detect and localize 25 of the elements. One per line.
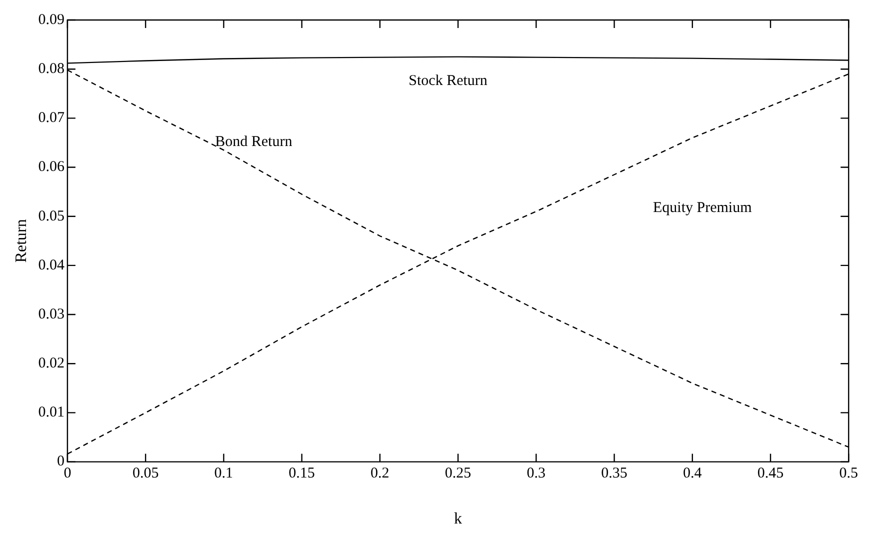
y-tick-label: 0.06 (38, 159, 65, 176)
x-tick-label: 0.25 (444, 466, 472, 482)
x-tick-label: 0.4 (683, 466, 702, 482)
series-label: Stock Return (408, 72, 488, 89)
x-tick-label: 0.45 (757, 466, 784, 482)
y-tick-label: 0.04 (38, 257, 65, 274)
y-tick-label: 0.05 (38, 208, 64, 224)
x-tick-label: 0.5 (839, 466, 858, 482)
text: Equity Premium (653, 200, 752, 216)
y-tick-label: 0.07 (38, 110, 65, 126)
x-tick-label: 0.05 (132, 466, 159, 482)
x-tick-label: 0.3 (526, 466, 546, 482)
y-tick-label: 0.08 (38, 61, 64, 78)
x-tick-label: 0.1 (214, 466, 234, 482)
y-tick-label: 0.03 (38, 306, 64, 322)
y-tick-label: 0.09 (38, 12, 64, 28)
y-tick-label: 0.02 (38, 356, 64, 372)
x-axis-title: k (454, 510, 462, 528)
x-tick-label: 0.15 (288, 466, 315, 482)
y-tick-label: 0.01 (38, 404, 64, 421)
y-axis-title: Return (12, 219, 30, 263)
series-label: Bond Return (215, 134, 293, 150)
y-tick-label: 0 (56, 454, 64, 470)
x-tick-label: 0.2 (370, 466, 390, 482)
x-tick-label: 0.35 (601, 466, 628, 482)
